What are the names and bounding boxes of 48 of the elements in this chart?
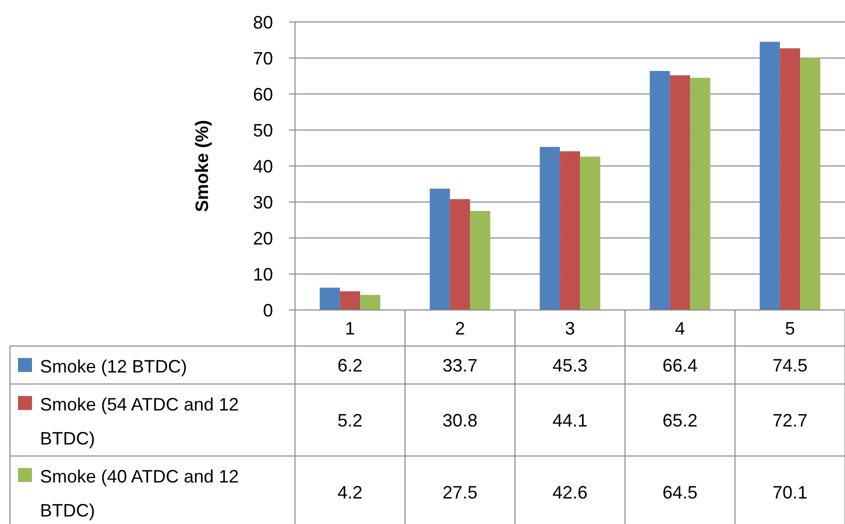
- bar: [690, 78, 710, 310]
- data-label: 64.5: [662, 482, 698, 502]
- data-label: 70.1: [772, 482, 808, 502]
- y-tick-label: 30: [252, 192, 273, 212]
- x-tick-label: 5: [784, 318, 796, 338]
- bar: [580, 156, 600, 310]
- bar: [650, 70, 670, 310]
- data-label: 44.1: [552, 410, 588, 430]
- y-tick-label: 60: [252, 84, 273, 104]
- bar: [450, 199, 470, 310]
- y-tick-label: 70: [252, 48, 273, 68]
- y-tick-label: 80: [252, 12, 273, 32]
- data-label: 66.4: [662, 355, 698, 376]
- data-label: 45.3: [552, 355, 588, 376]
- y-axis-title: Smoke (%): [192, 120, 212, 212]
- legend-label: Smoke (12 BTDC): [40, 356, 188, 376]
- data-label: 5.2: [337, 410, 363, 430]
- y-tick-label: 0: [262, 300, 273, 320]
- bar: [780, 48, 800, 310]
- bar: [760, 42, 780, 310]
- bar: [560, 151, 580, 310]
- data-label: 30.8: [442, 410, 478, 430]
- data-label: 72.7: [772, 410, 808, 430]
- x-tick-label: 3: [564, 318, 576, 338]
- y-tick-label: 10: [252, 264, 273, 284]
- data-label: 42.6: [552, 482, 588, 502]
- bar: [430, 188, 450, 310]
- bar: [360, 294, 380, 310]
- bar: [670, 75, 690, 310]
- data-label: 74.5: [772, 355, 808, 376]
- data-label: 33.7: [442, 355, 478, 376]
- y-tick-label: 40: [252, 156, 273, 176]
- y-tick-label: 20: [252, 228, 273, 248]
- data-label: 6.2: [337, 355, 363, 376]
- x-tick-label: 4: [674, 318, 686, 338]
- data-label: 27.5: [442, 482, 478, 502]
- bar: [540, 146, 560, 310]
- legend-label: Smoke (54 ATDC and 12 BTDC): [40, 394, 239, 448]
- x-tick-label: 1: [344, 318, 356, 338]
- data-label: 4.2: [337, 482, 363, 502]
- bar: [320, 288, 340, 310]
- bar: [800, 58, 820, 310]
- y-tick-label: 50: [252, 120, 273, 140]
- legend-label: Smoke (40 ATDC and 12 BTDC): [40, 466, 239, 520]
- x-tick-label: 2: [454, 318, 466, 338]
- bar: [340, 291, 360, 310]
- data-label: 65.2: [662, 410, 698, 430]
- bar: [470, 211, 490, 310]
